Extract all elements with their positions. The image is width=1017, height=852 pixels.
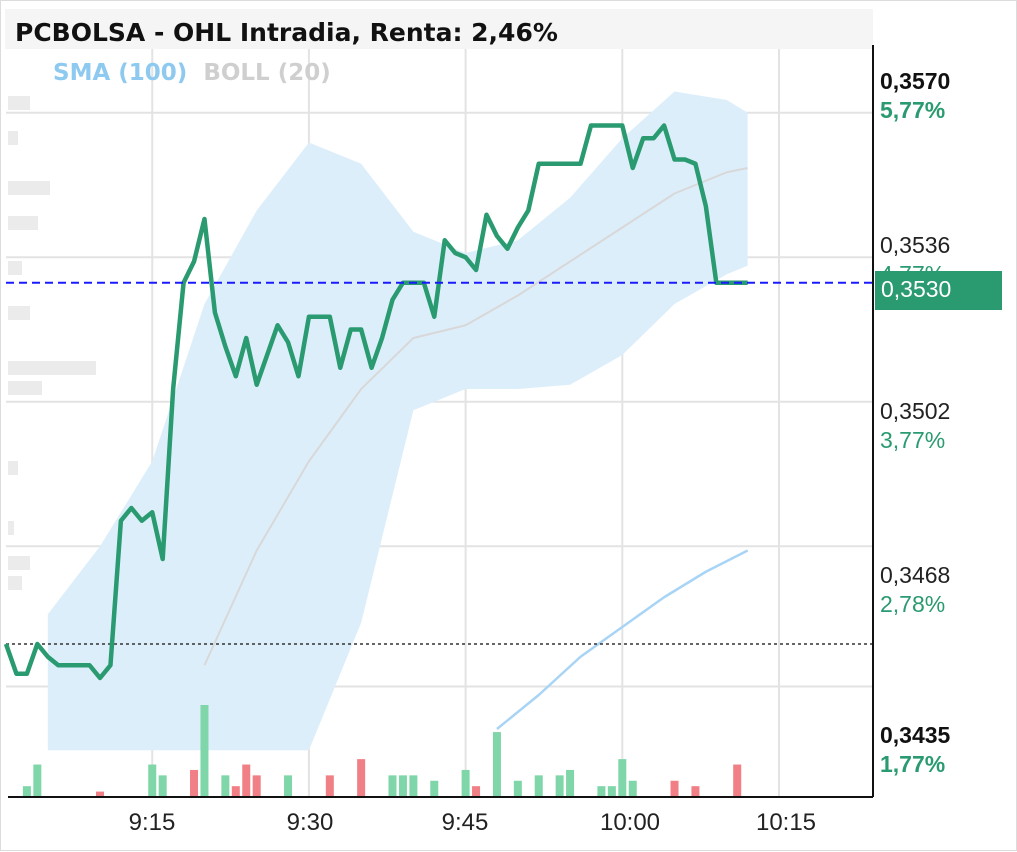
- volume-bar: [325, 775, 334, 797]
- volume-bar: [628, 780, 637, 797]
- volume-bar: [461, 769, 470, 797]
- sma-line: [496, 549, 749, 730]
- y-tick-pct: 5,77%: [880, 97, 946, 123]
- volume-bar: [33, 764, 42, 797]
- y-tick-price: 0,3468: [880, 562, 951, 588]
- x-tick-label: 10:15: [755, 809, 817, 836]
- volume-bar: [388, 775, 397, 797]
- order-book-bar: [8, 521, 14, 535]
- volume-bar: [148, 764, 157, 797]
- order-book-bar: [8, 556, 30, 570]
- x-tick-label: 10:00: [599, 809, 661, 836]
- y-tick-pct: 3,77%: [880, 427, 946, 453]
- y-tick-price: 0,3435: [880, 722, 951, 748]
- volume-bar: [200, 705, 209, 797]
- volume-bar: [566, 769, 575, 797]
- volume-bar: [555, 775, 564, 797]
- volume-bar: [618, 759, 627, 797]
- volume-bar: [242, 764, 251, 797]
- bollinger-band: [47, 91, 748, 751]
- order-book-bar: [8, 261, 22, 275]
- order-book-bar: [8, 306, 30, 320]
- volume-bar: [284, 775, 293, 797]
- current-price-label: 0,3530: [881, 276, 952, 302]
- title-bar: PCBOLSA - OHL Intradia, Renta: 2,46%: [5, 9, 873, 49]
- volume-bar: [733, 764, 742, 797]
- order-book-bar: [8, 96, 30, 110]
- volume-bar: [398, 775, 407, 797]
- volume-bar: [430, 780, 439, 797]
- volume-bar: [513, 780, 522, 797]
- volume-bar: [472, 786, 481, 797]
- volume-bar: [607, 786, 616, 797]
- bollinger-middle-line: [203, 167, 748, 666]
- volume-bar: [158, 775, 167, 797]
- volume-bar: [670, 780, 679, 797]
- volume-bar: [534, 775, 543, 797]
- legend-item-boll[interactable]: BOLL (20): [203, 60, 331, 86]
- price-line: [3, 123, 748, 681]
- volume-bar: [221, 775, 230, 797]
- volume-bar: [231, 786, 240, 797]
- y-tick-price: 0,3536: [880, 232, 951, 258]
- volume-bar: [357, 759, 366, 797]
- legend: SMA (100) BOLL (20): [53, 60, 339, 86]
- y-tick-price: 0,3502: [880, 398, 951, 424]
- volume-bar: [22, 786, 31, 797]
- volume-bar: [190, 769, 199, 797]
- chart-title: PCBOLSA - OHL Intradia, Renta: 2,46%: [15, 18, 558, 47]
- y-tick-pct: 1,77%: [880, 751, 946, 777]
- volume-bar: [252, 775, 261, 797]
- order-book-bar: [8, 181, 50, 195]
- order-book-bar: [8, 361, 96, 375]
- order-book-bar: [8, 576, 22, 590]
- volume-bar: [96, 791, 105, 797]
- order-book-bar: [8, 131, 18, 145]
- y-tick-pct: 2,78%: [880, 591, 946, 617]
- x-tick-label: 9:45: [441, 809, 489, 836]
- volume-bar: [597, 786, 606, 797]
- current-price-badge: 0,3530: [875, 271, 1002, 310]
- order-book-bar: [8, 216, 38, 230]
- order-book-bar: [8, 461, 18, 475]
- x-tick-label: 9:30: [286, 809, 334, 836]
- x-tick-label: 9:15: [128, 809, 176, 836]
- volume-bar: [691, 786, 700, 797]
- legend-item-sma[interactable]: SMA (100): [53, 60, 188, 86]
- volume-bar: [409, 775, 418, 797]
- order-book-bar: [8, 381, 42, 395]
- y-tick-price: 0,3570: [880, 68, 951, 94]
- volume-bar: [492, 732, 501, 797]
